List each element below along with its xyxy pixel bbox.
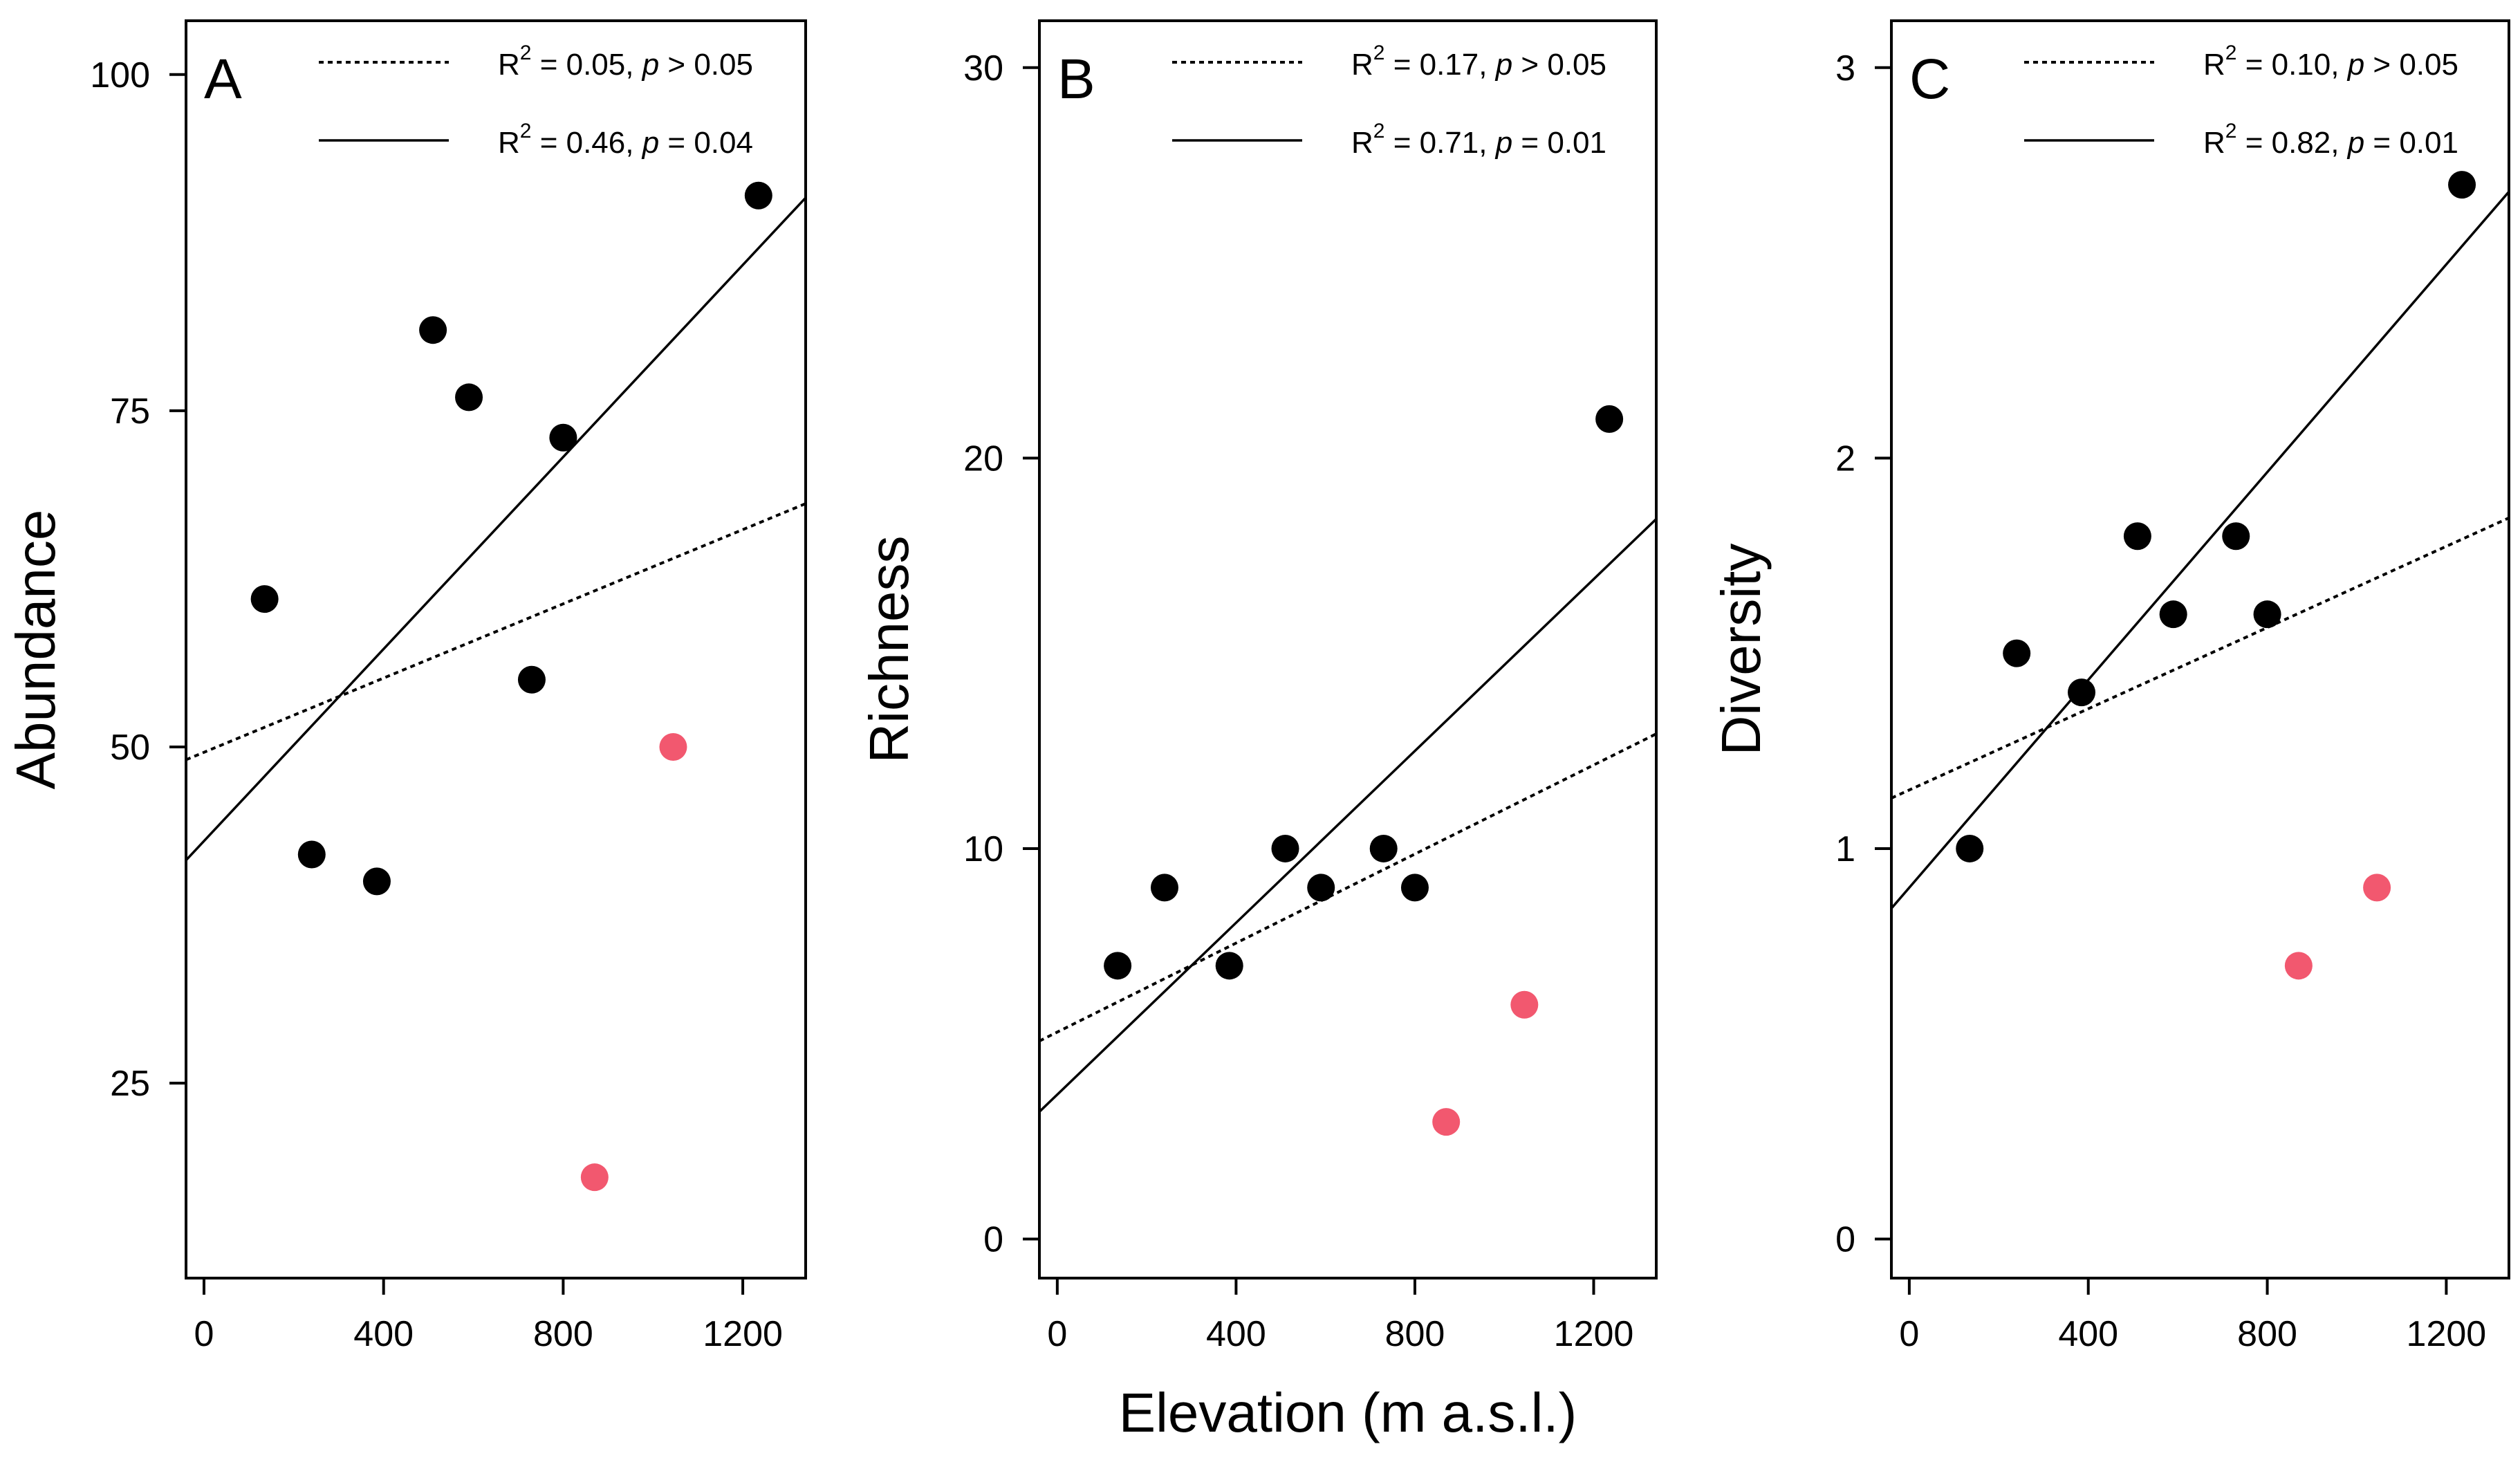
panel-letter: A [204,48,242,111]
plot-frame [1038,19,1658,1279]
y-tick-label: 10 [963,829,1003,869]
fit-line-solid [1891,191,2509,909]
data-point-highlight [659,732,687,761]
data-point [2068,678,2096,707]
panel-a: 0 400 800 1200 25 50 75 100 Abundance A R2 = 0.05,… [5,19,807,1354]
x-tick-label: 0 [1899,1314,1919,1354]
legend-label: R2 = 0.10, p > 0.05 [2203,41,2458,82]
y-tick-label: 100 [90,55,150,95]
data-point [2123,522,2151,551]
panel-letter: B [1057,48,1095,111]
data-point [2222,522,2250,551]
panel-c: 0 400 800 1200 0 1 2 3 Diversity C R2 = 0.10, p > … [1710,19,2510,1354]
y-tick-label: 75 [110,391,150,432]
data-point [1271,834,1299,862]
data-point [1150,874,1178,902]
data-point-highlight [2363,874,2391,902]
panel-b: 0 400 800 1200 0 10 20 30 Richness B R2 = 0.17, p … [858,19,1658,1354]
data-point [1215,952,1243,980]
panel-letter: C [1909,48,1950,111]
data-point [297,840,326,869]
data-point [1307,874,1335,902]
y-tick-label: 30 [963,48,1003,89]
data-point [419,316,447,344]
fit-line-solid [186,196,806,862]
data-point [1956,834,1984,862]
x-tick-label: 400 [1206,1314,1266,1354]
x-tick-label: 1200 [2407,1314,2487,1354]
y-tick-label: 2 [1835,438,1855,479]
data-point-highlight [580,1163,609,1192]
x-tick-label: 0 [194,1314,214,1354]
data-point [1369,834,1398,862]
data-point [2448,171,2476,199]
y-tick-label: 20 [963,438,1003,479]
data-point-highlight [1432,1108,1461,1136]
fit-line-dotted [186,502,806,761]
data-point-highlight [1510,990,1539,1019]
y-tick-label: 0 [1835,1220,1855,1260]
plot-frame [1890,19,2510,1279]
data-point [517,665,546,694]
x-tick-label: 0 [1047,1314,1067,1354]
fit-line-dotted [1039,732,1656,1042]
data-point [2253,600,2281,629]
data-point [1595,405,1624,433]
x-tick-label: 800 [2237,1314,2297,1354]
x-axis-title: Elevation (m a.s.l.) [1119,1382,1577,1443]
y-tick-label: 0 [983,1220,1003,1260]
x-tick-label: 1200 [703,1314,783,1354]
data-point [1104,952,1132,980]
legend-label: R2 = 0.71, p = 0.01 [1351,120,1606,160]
legend-label: R2 = 0.17, p > 0.05 [1351,41,1606,82]
data-point [744,181,772,210]
fit-line-dotted [1891,517,2509,800]
x-tick-label: 1200 [1554,1314,1634,1354]
data-point-highlight [2284,952,2313,980]
x-tick-label: 400 [353,1314,414,1354]
legend-label: R2 = 0.05, p > 0.05 [498,41,753,82]
y-axis-title: Diversity [1710,544,1772,756]
legend-label: R2 = 0.46, p = 0.04 [498,120,753,160]
y-tick-label: 50 [110,728,150,768]
data-point [455,383,483,412]
y-tick-label: 25 [110,1064,150,1104]
plot-frame [185,19,807,1279]
y-axis-title: Abundance [5,510,66,790]
x-tick-label: 800 [1385,1314,1445,1354]
y-tick-label: 1 [1835,829,1855,869]
data-point [1400,874,1429,902]
x-tick-label: 800 [533,1314,593,1354]
data-point [549,423,577,452]
x-tick-label: 400 [2058,1314,2118,1354]
data-point [362,867,391,896]
data-point [2159,600,2187,629]
legend-label: R2 = 0.82, p = 0.01 [2203,120,2458,160]
y-axis-title: Richness [858,535,920,763]
y-tick-label: 3 [1835,48,1855,89]
fit-line-solid [1039,518,1656,1113]
data-point [250,585,279,613]
data-point [2003,639,2031,667]
